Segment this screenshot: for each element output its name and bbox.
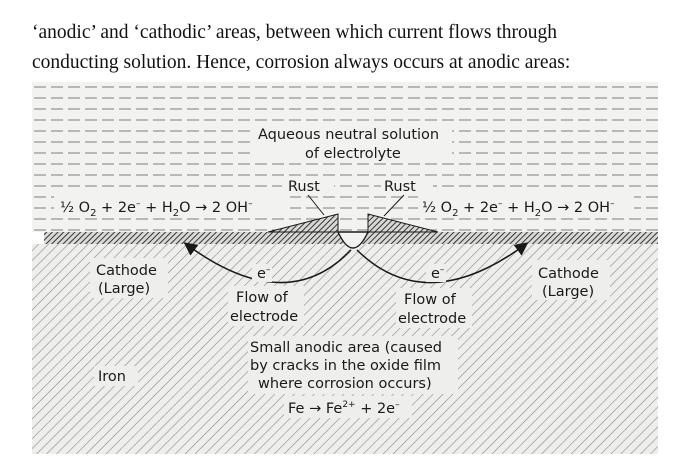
anode-equation-bg	[284, 396, 412, 418]
equation-left-bg	[54, 196, 290, 216]
cathode-right-line2: (Large)	[542, 284, 594, 300]
corrosion-diagram: Aqueous neutral solution of electrolyte …	[32, 82, 658, 454]
cathode-left-line2: (Large)	[98, 281, 150, 297]
electron-flow-arrow-right	[356, 242, 529, 284]
anode-label-line2: by cracks in the oxide film	[250, 358, 441, 374]
anode-label-line3: where corrosion occurs)	[258, 376, 432, 392]
rust-deposit-left	[267, 213, 339, 233]
flow-left-line2: electrode	[230, 309, 298, 325]
anode-label-line1: Small anodic area (caused	[250, 340, 442, 356]
rust-left-bg	[282, 177, 334, 195]
flow-right-line1: Flow of	[404, 292, 457, 308]
intro-paragraph: ‘anodic’ and ‘cathodic’ areas, between w…	[32, 18, 672, 78]
electron-label-left: e–	[257, 265, 271, 282]
electron-label-right: e–	[431, 265, 445, 282]
intro-line-1: ‘anodic’ and ‘cathodic’ areas, between w…	[32, 22, 558, 43]
cathode-right-bg	[532, 260, 610, 300]
flow-left-line1: Flow of	[236, 290, 289, 306]
flow-left-bg	[228, 286, 304, 326]
oxide-film-left	[44, 232, 344, 244]
rust-deposit-right	[367, 213, 439, 233]
rust-right-bg	[381, 177, 433, 195]
rust-leader-left	[307, 194, 325, 216]
anode-label-bg	[248, 336, 458, 394]
anode-equation: Fe → Fe2+ + 2e–	[288, 400, 400, 417]
cathode-left-line1: Cathode	[96, 263, 157, 279]
intro-line-2: conducting solution. Hence, corrosion al…	[32, 52, 571, 73]
cathode-right-line1: Cathode	[538, 266, 599, 282]
flow-right-bg	[396, 288, 472, 328]
electron-flow-arrow-left	[183, 242, 352, 284]
solution-label-line1: Aqueous neutral solution	[258, 127, 439, 143]
cathode-equation-left: ½ O2 + 2e– + H2O → 2 OH–	[60, 199, 253, 219]
rust-leader-right	[383, 194, 405, 217]
cathode-equation-right: ½ O2 + 2e– + H2O → 2 OH–	[422, 199, 615, 219]
electron-left-bg	[252, 264, 272, 282]
cathode-left-bg	[90, 258, 168, 298]
rust-label-right: Rust	[384, 179, 416, 195]
rust-label-left: Rust	[288, 179, 320, 195]
solution-label-bg	[254, 124, 452, 162]
solution-label-line2: of electrolyte	[305, 146, 401, 162]
equation-right-bg	[418, 196, 634, 216]
oxide-film-right	[362, 232, 658, 244]
flow-right-line2: electrode	[398, 311, 466, 327]
electron-right-bg	[426, 264, 446, 282]
iron-label: Iron	[98, 369, 126, 385]
iron-label-bg	[94, 366, 138, 386]
